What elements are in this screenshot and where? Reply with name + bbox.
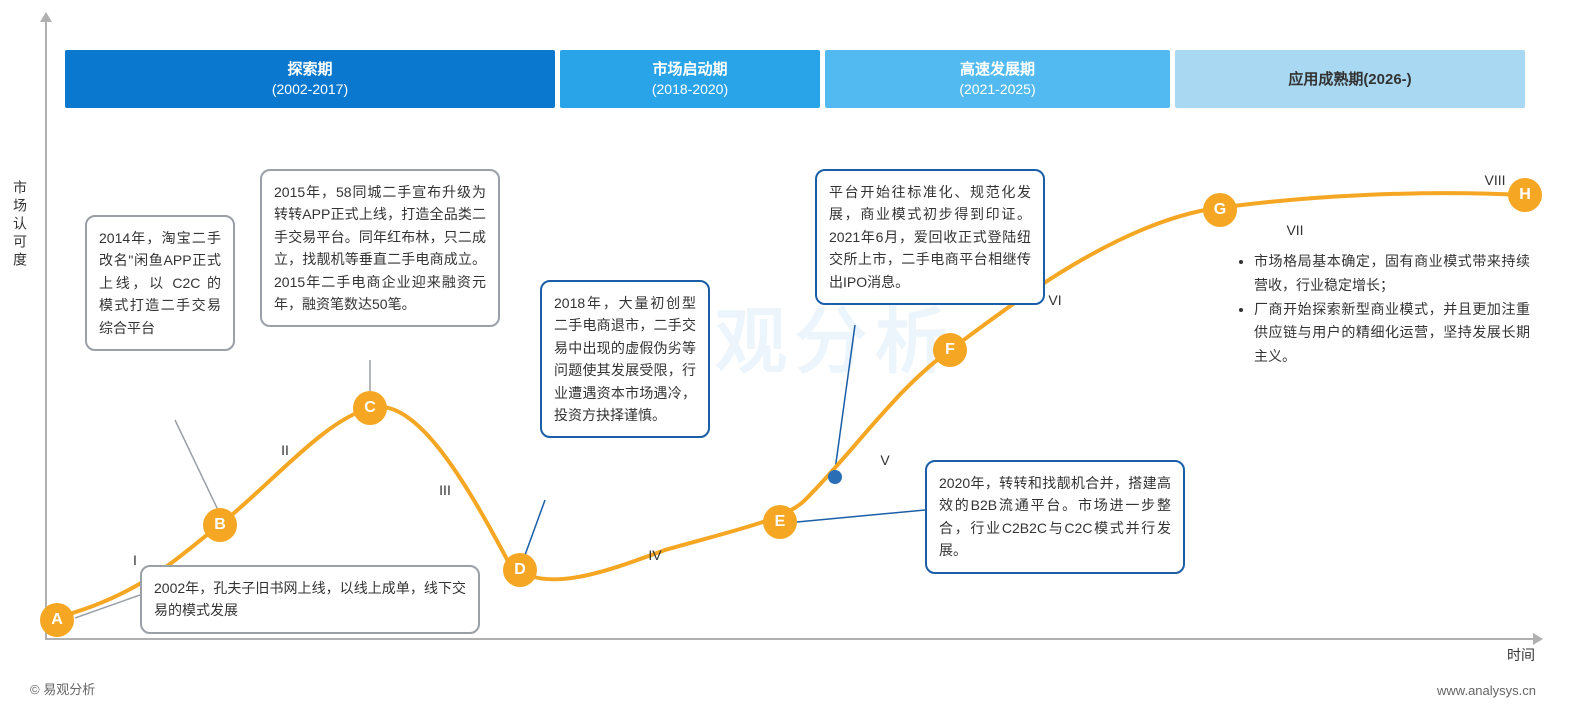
callout-A: 2002年，孔夫子旧书网上线，以线上成单，线下交易的模式发展 (140, 565, 480, 634)
marker-dot (828, 470, 842, 484)
y-axis-label: 市场认可度 (10, 180, 30, 270)
node-E: E (763, 505, 797, 539)
phase-header-2: 高速发展期(2021-2025) (825, 50, 1170, 108)
bullet-item: 厂商开始探索新型商业模式，并且更加注重供应链与用户的精细化运营，坚持发展长期主义… (1254, 298, 1530, 369)
x-axis (45, 638, 1535, 640)
x-axis-label: 时间 (1507, 645, 1535, 665)
node-H: H (1508, 178, 1542, 212)
node-B: B (203, 508, 237, 542)
callout-E: 2020年，转转和找靓机合并，搭建高效的B2B流通平台。市场进一步整合，行业C2… (925, 460, 1185, 574)
roman-I: I (133, 552, 137, 568)
callout-D: 2018年，大量初创型二手电商退市，二手交易中出现的虚假伪劣等问题使其发展受限，… (540, 280, 710, 438)
y-axis (45, 20, 47, 640)
phase-header-0: 探索期(2002-2017) (65, 50, 555, 108)
callout-C: 2015年，58同城二手宣布升级为转转APP正式上线，打造全品类二手交易平台。同… (260, 169, 500, 327)
roman-VII: VII (1286, 222, 1303, 238)
maturity-bullets: 市场格局基本确定，固有商业模式带来持续营收，行业稳定增长；厂商开始探索新型商业模… (1240, 250, 1530, 369)
callout-B: 2014年，淘宝二手改名"闲鱼APP正式上线，以 C2C 的 模式打造二手交易综… (85, 215, 235, 351)
bullet-item: 市场格局基本确定，固有商业模式带来持续营收，行业稳定增长； (1254, 250, 1530, 298)
copyright: © 易观分析 (30, 679, 95, 698)
node-A: A (40, 603, 74, 637)
roman-IV: IV (648, 547, 661, 563)
website-url: www.analysys.cn (1437, 683, 1536, 698)
roman-VI: VI (1048, 292, 1061, 308)
node-D: D (503, 553, 537, 587)
roman-V: V (880, 452, 889, 468)
roman-VIII: VIII (1484, 172, 1505, 188)
phase-header-3: 应用成熟期(2026-) (1175, 50, 1525, 108)
callout-F: 平台开始往标准化、规范化发展，商业模式初步得到印证。2021年6月，爱回收正式登… (815, 169, 1045, 305)
node-G: G (1203, 193, 1237, 227)
chart-area: 易观分析 市场认可度 时间 探索期(2002-2017)市场启动期(2018-2… (45, 20, 1545, 660)
node-C: C (353, 391, 387, 425)
roman-III: III (439, 482, 451, 498)
roman-II: II (281, 442, 289, 458)
node-F: F (933, 333, 967, 367)
phase-header-1: 市场启动期(2018-2020) (560, 50, 820, 108)
